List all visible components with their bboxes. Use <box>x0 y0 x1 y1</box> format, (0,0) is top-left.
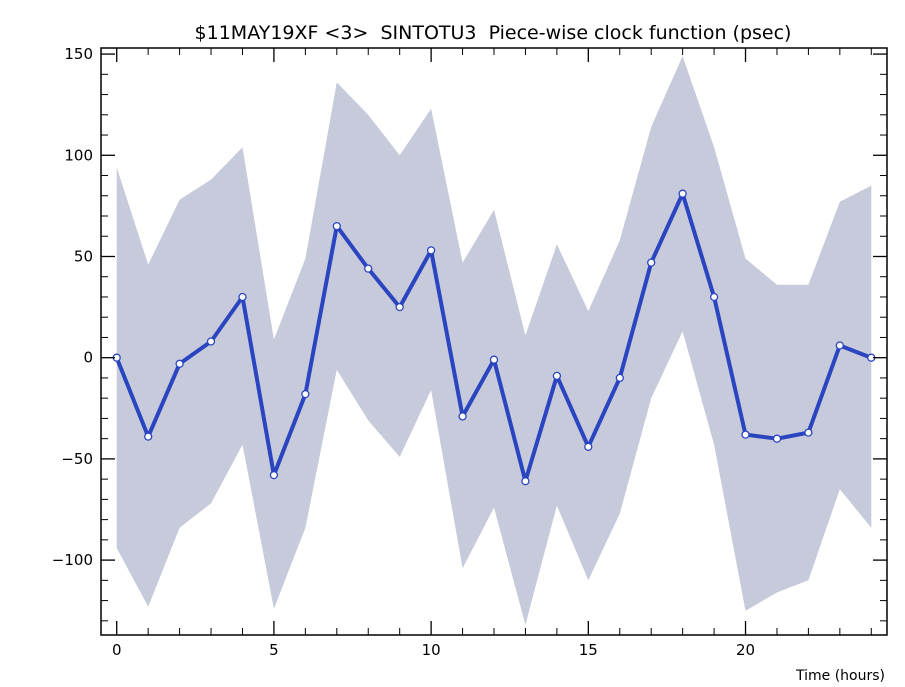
data-marker-layer <box>112 189 876 486</box>
uncertainty-band-layer <box>116 56 872 625</box>
x-tick-label: 20 <box>736 641 755 659</box>
y-tick-label: −100 <box>52 551 93 569</box>
data-point <box>678 189 687 198</box>
data-point <box>552 371 562 381</box>
axis-ticks-layer: 0 5 10 15 20 −100 −50 0 50 100 150 <box>52 45 887 659</box>
data-point <box>269 470 279 480</box>
uncertainty-band <box>116 56 872 625</box>
data-point <box>741 430 750 439</box>
data-point <box>804 428 813 437</box>
y-tick-label: 100 <box>64 146 93 164</box>
data-point <box>144 432 153 441</box>
data-point <box>206 337 216 346</box>
data-point <box>584 442 593 451</box>
x-tick-label: 0 <box>112 641 122 659</box>
data-point <box>709 292 719 302</box>
x-tick-label: 15 <box>579 641 598 659</box>
chart-title: $11MAY19XF <3> SINTOTU3 Piece-wise clock… <box>195 22 792 44</box>
x-axis-label: Time (hours) <box>795 668 885 684</box>
data-point <box>238 292 247 302</box>
data-point <box>521 477 530 486</box>
x-tick-label: 5 <box>269 641 279 659</box>
data-point <box>835 341 844 350</box>
data-point <box>458 412 467 421</box>
data-point <box>772 434 782 443</box>
y-tick-label: −50 <box>61 450 93 468</box>
data-point <box>426 246 436 255</box>
data-point <box>395 302 404 312</box>
data-point <box>332 221 341 231</box>
y-tick-label: 0 <box>83 349 93 367</box>
x-tick-label: 10 <box>422 641 441 659</box>
data-point <box>175 359 184 368</box>
data-point <box>615 373 624 383</box>
y-tick-label: 50 <box>74 247 93 265</box>
data-point <box>364 264 373 273</box>
y-tick-label: 150 <box>64 45 93 63</box>
data-point <box>301 389 310 399</box>
data-point <box>489 355 499 364</box>
data-point <box>647 258 656 267</box>
